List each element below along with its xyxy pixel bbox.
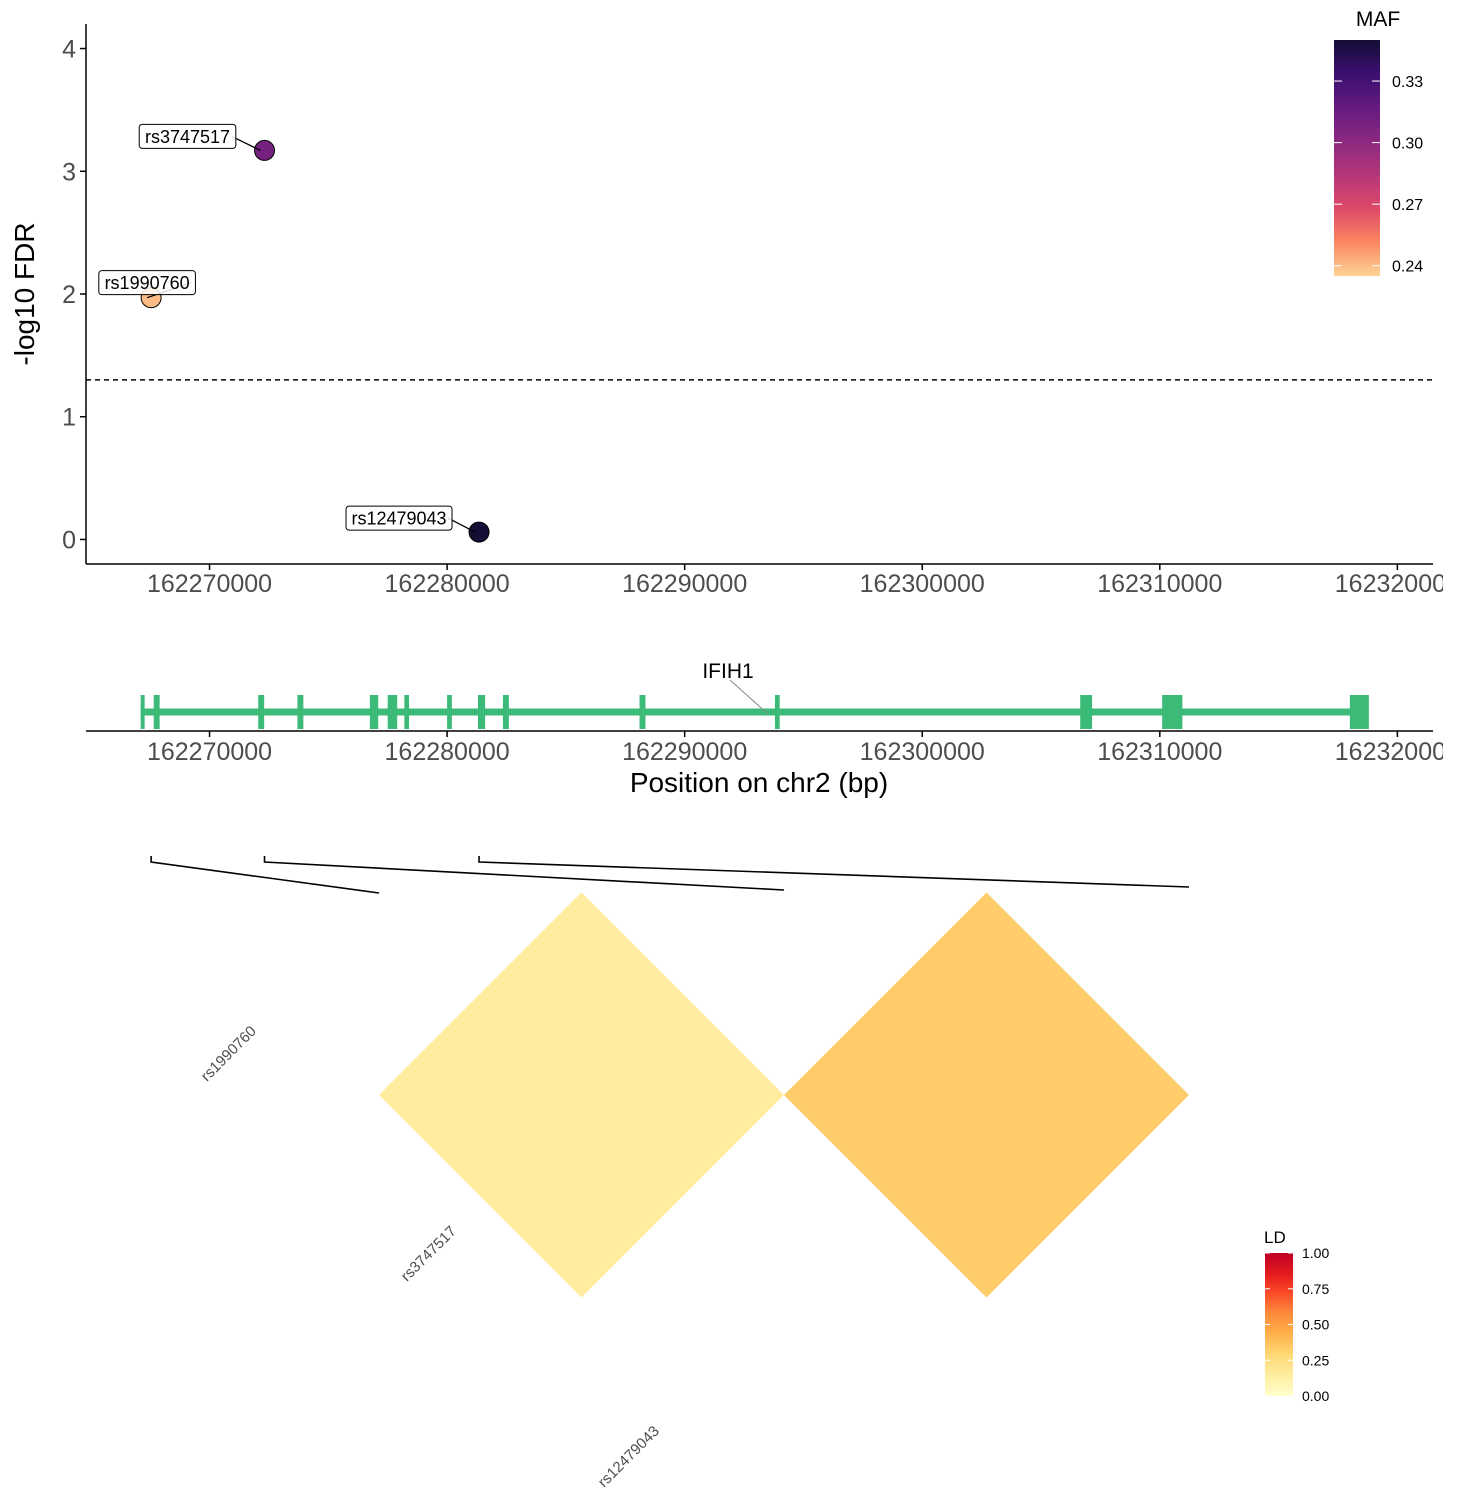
gene-exon	[369, 695, 379, 729]
gene-x-tick-label: 162310000	[1097, 738, 1222, 766]
ld-tick-label: 0.75	[1302, 1281, 1329, 1297]
maf-tick-label: 0.33	[1392, 74, 1423, 91]
gene-exon	[502, 695, 509, 729]
gene-exon	[774, 695, 780, 729]
gene-exon	[1080, 695, 1093, 729]
maf-legend: MAF 0.24 0.27 0.30 0.33	[1334, 8, 1423, 276]
point-label-rs1990760: rs1990760	[105, 273, 190, 293]
ld-tick-label: 0.00	[1302, 1388, 1329, 1404]
gene-exon	[297, 695, 304, 729]
maf-colorbar	[1334, 40, 1380, 276]
ld-connector	[150, 856, 380, 894]
gene-label-leader	[729, 679, 769, 715]
maf-tick-label: 0.24	[1392, 259, 1423, 276]
ld-cell-rs3747517-rs12479043	[784, 892, 1189, 1298]
gene-exon	[447, 695, 452, 729]
y-axis-label: -log10 FDR	[9, 222, 40, 365]
x-tick-label: 162310000	[1097, 570, 1222, 598]
gene-x-tick-label: 162290000	[622, 738, 747, 766]
point-rs12479043	[468, 521, 490, 543]
gene-track: IFIH1 162270000 162280000 162290000 1623000…	[86, 660, 1460, 798]
ld-tick-label: 0.25	[1302, 1352, 1329, 1368]
y-tick-label: 2	[62, 281, 76, 309]
ld-snp-label-rs12479043: rs12479043	[595, 1423, 663, 1491]
gene-x-axis-label: Position on chr2 (bp)	[630, 767, 888, 798]
y-tick-label: 1	[62, 404, 76, 432]
gene-exon	[140, 695, 145, 729]
gene-exon	[258, 695, 265, 729]
point-label-rs12479043: rs12479043	[351, 509, 446, 529]
y-tick-label: 3	[62, 158, 76, 186]
gene-label: IFIH1	[702, 660, 753, 683]
gene-exon	[477, 695, 486, 729]
maf-tick-label: 0.27	[1392, 197, 1423, 214]
maf-tick-label: 0.30	[1392, 136, 1423, 153]
gene-exon	[639, 695, 646, 729]
ld-legend-title: LD	[1264, 1228, 1286, 1247]
y-tick-label: 0	[62, 526, 76, 554]
x-tick-label: 162290000	[622, 570, 747, 598]
x-tick-label: 162320000	[1335, 570, 1460, 598]
x-tick-label: 162270000	[147, 570, 272, 598]
gene-x-tick-label: 162300000	[860, 738, 985, 766]
x-tick-label: 162280000	[385, 570, 510, 598]
gene-exon	[153, 695, 160, 729]
ld-cell-rs1990760-rs3747517	[379, 892, 784, 1298]
point-rs3747517	[254, 139, 276, 161]
gene-exon	[1162, 695, 1183, 729]
gene-x-tick-label: 162270000	[147, 738, 272, 766]
point-label-box	[138, 123, 237, 149]
ld-legend: LD 0.00 0.25 0.50 0.75 1.00	[1264, 1228, 1329, 1404]
gene-exon	[404, 695, 410, 729]
maf-legend-title: MAF	[1356, 8, 1400, 31]
gene-exon	[1349, 695, 1369, 729]
ld-tick-label: 1.00	[1302, 1245, 1329, 1261]
y-tick-label: 4	[62, 36, 76, 64]
point-label-box	[345, 505, 453, 531]
x-tick-label: 162300000	[860, 570, 985, 598]
point-label-rs3747517: rs3747517	[145, 127, 230, 147]
gene-exon	[387, 695, 398, 729]
association-plot: -log10 FDR 0 1 2 3 4 162270000 162280000 16229…	[9, 24, 1460, 598]
ld-tick-label: 0.50	[1302, 1317, 1329, 1333]
point-label-box	[98, 270, 196, 296]
ld-connector	[478, 856, 1190, 888]
ld-snp-label-rs3747517: rs3747517	[398, 1223, 460, 1285]
ld-connector	[263, 856, 785, 891]
ld-heatmap: rs1990760 rs3747517 rs12479043	[150, 856, 1190, 1491]
point-label-leader	[231, 135, 261, 151]
gene-x-tick-label: 162320000	[1335, 738, 1460, 766]
ld-snp-label-rs1990760: rs1990760	[198, 1023, 260, 1085]
gene-x-tick-label: 162280000	[385, 738, 510, 766]
